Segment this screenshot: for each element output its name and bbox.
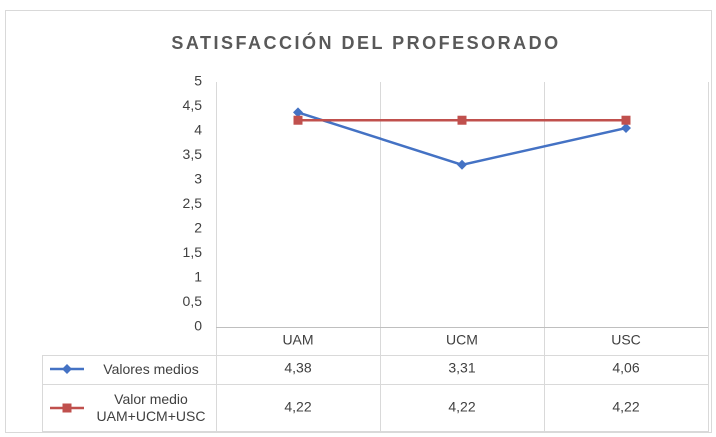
marker: [62, 403, 72, 413]
x-tick-label: USC: [611, 332, 641, 348]
marker: [293, 107, 303, 118]
chart-title: SATISFACCIÓN DEL PROFESORADO: [171, 32, 560, 53]
marker: [621, 115, 631, 125]
legend-label: Valores medios: [103, 360, 199, 377]
y-tick-label: 1,5: [183, 244, 203, 260]
chart-border: [5, 10, 712, 433]
legend-label: Valor medio UAM+UCM+USC: [96, 391, 206, 424]
y-tick-label: 4,5: [183, 97, 203, 113]
y-tick-label: 2: [194, 220, 202, 236]
y-tick-label: 4: [194, 122, 202, 138]
y-tick-label: 2,5: [183, 195, 203, 211]
marker: [621, 123, 631, 134]
marker: [62, 364, 72, 374]
marker: [457, 115, 467, 125]
y-tick-label: 5: [194, 73, 202, 89]
table-lines: [42, 82, 709, 432]
table-value: 4,22: [448, 399, 475, 415]
table-value: 4,38: [284, 360, 311, 376]
y-tick-label: 3,5: [183, 146, 203, 162]
table-value: 4,22: [612, 399, 639, 415]
y-tick-label: 1: [194, 269, 202, 285]
table-value: 4,22: [284, 399, 311, 415]
marker: [293, 115, 303, 125]
x-tick-label: UCM: [446, 332, 478, 348]
table-value: 3,31: [448, 360, 475, 376]
marker: [457, 159, 467, 170]
x-tick-label: UAM: [282, 332, 313, 348]
y-tick-label: 3: [194, 171, 202, 187]
y-tick-label: 0,5: [183, 293, 203, 309]
table-value: 4,06: [612, 360, 639, 376]
y-tick-label: 0: [194, 318, 202, 334]
